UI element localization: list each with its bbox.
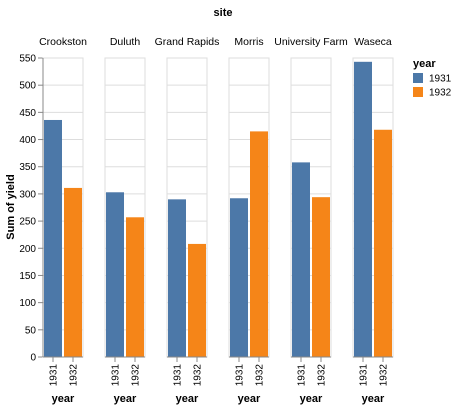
bar (292, 162, 310, 357)
x-tick-label: 1932 (69, 364, 80, 387)
y-tick-label: 150 (19, 271, 36, 282)
x-tick-label: 1932 (379, 364, 390, 387)
x-tick-label: 1931 (173, 364, 184, 387)
facet-header: Duluth (110, 36, 141, 48)
bar (188, 243, 206, 357)
y-tick-label: 450 (19, 108, 36, 119)
chart-title: site (214, 7, 233, 19)
bar (374, 129, 392, 357)
x-tick-label: 1931 (359, 364, 370, 387)
y-tick-label: 550 (19, 54, 36, 65)
legend-title: year (413, 58, 436, 70)
y-tick-label: 200 (19, 244, 36, 255)
x-tick-label: 1932 (193, 364, 204, 387)
x-axis-label: year (114, 393, 137, 405)
x-tick-label: 1931 (111, 364, 122, 387)
bar (250, 131, 268, 357)
y-tick-label: 100 (19, 298, 36, 309)
facet-header: Waseca (354, 36, 392, 48)
y-tick-label: 50 (25, 325, 37, 336)
x-tick-label: 1932 (131, 364, 142, 387)
bar (168, 199, 186, 357)
x-tick-label: 1932 (255, 364, 266, 387)
x-axis-label: year (300, 393, 323, 405)
x-tick-label: 1931 (49, 364, 60, 387)
x-axis-label: year (238, 393, 261, 405)
x-tick-label: 1931 (297, 364, 308, 387)
x-axis-label: year (362, 393, 385, 405)
x-tick-label: 1932 (317, 364, 328, 387)
y-tick-label: 350 (19, 162, 36, 173)
bar (64, 187, 82, 357)
x-tick-label: 1931 (235, 364, 246, 387)
facet-header: Morris (234, 36, 263, 48)
y-tick-label: 400 (19, 135, 36, 146)
y-tick-label: 0 (30, 353, 36, 364)
x-axis-label: year (176, 393, 199, 405)
legend-label: 1931 (429, 74, 452, 85)
y-axis-label: Sum of yield (5, 174, 17, 239)
bar (126, 217, 144, 357)
legend-label: 1932 (429, 88, 452, 99)
facet-header: Crookston (39, 36, 87, 48)
bar (230, 198, 248, 357)
y-tick-label: 250 (19, 217, 36, 228)
y-tick-label: 300 (19, 189, 36, 200)
bar (44, 119, 62, 357)
x-axis-label: year (52, 393, 75, 405)
y-tick-label: 500 (19, 81, 36, 92)
legend-swatch (413, 87, 423, 97)
bar (354, 61, 372, 358)
bar (106, 192, 124, 357)
facet-header: University Farm (274, 36, 348, 48)
facet-header: Grand Rapids (155, 36, 220, 48)
bar (312, 197, 330, 357)
legend-swatch (413, 73, 423, 83)
